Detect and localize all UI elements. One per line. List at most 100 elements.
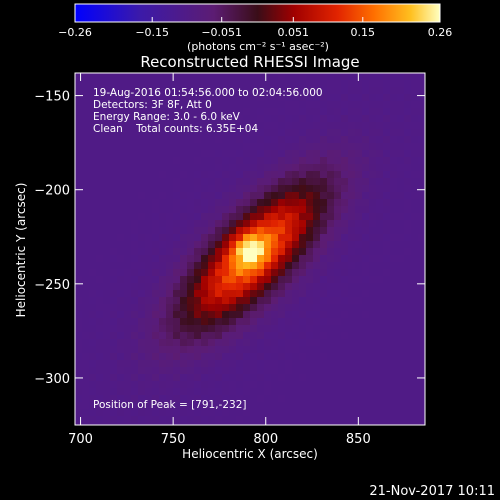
heatmap-cell: [229, 94, 237, 102]
heatmap-cell: [173, 115, 181, 123]
heatmap-cell: [159, 101, 167, 109]
heatmap-cell: [390, 290, 398, 298]
heatmap-cell: [194, 150, 202, 158]
heatmap-cell: [138, 262, 146, 270]
heatmap-cell: [222, 101, 230, 109]
heatmap-cell: [390, 248, 398, 256]
heatmap-cell: [173, 395, 181, 403]
heatmap-cell: [222, 262, 230, 270]
heatmap-cell: [194, 248, 202, 256]
heatmap-cell: [320, 150, 328, 158]
heatmap-cell: [362, 311, 370, 319]
heatmap-cell: [103, 108, 111, 116]
heatmap-cell: [404, 227, 412, 235]
heatmap-cell: [166, 332, 174, 340]
heatmap-cell: [152, 402, 160, 410]
heatmap-cell: [257, 220, 265, 228]
heatmap-cell: [278, 311, 286, 319]
heatmap-cell: [411, 157, 419, 165]
heatmap-cell: [383, 206, 391, 214]
heatmap-cell: [334, 108, 342, 116]
heatmap-cell: [222, 206, 230, 214]
heatmap-cell: [327, 360, 335, 368]
heatmap-cell: [243, 178, 251, 186]
heatmap-cell: [124, 220, 132, 228]
heatmap-cell: [376, 94, 384, 102]
heatmap-cell: [96, 395, 104, 403]
heatmap-cell: [278, 367, 286, 375]
heatmap-cell: [110, 416, 118, 424]
heatmap-cell: [173, 206, 181, 214]
heatmap-cell: [96, 199, 104, 207]
heatmap-cell: [362, 80, 370, 88]
heatmap-cell: [96, 115, 104, 123]
heatmap-cell: [110, 290, 118, 298]
heatmap-cell: [194, 129, 202, 137]
heatmap-cell: [173, 248, 181, 256]
heatmap-cell: [243, 402, 251, 410]
heatmap-cell: [131, 199, 139, 207]
heatmap-cell: [250, 136, 258, 144]
observation-annotations: 19-Aug-2016 01:54:56.000 to 02:04:56.000…: [93, 87, 323, 411]
heatmap-cell: [187, 122, 195, 130]
heatmap-cell: [82, 220, 90, 228]
heatmap-cell: [313, 192, 321, 200]
heatmap-cell: [278, 423, 286, 425]
heatmap-cell: [292, 388, 300, 396]
heatmap-cell: [250, 192, 258, 200]
heatmap-cell: [250, 262, 258, 270]
heatmap-cell: [397, 192, 405, 200]
heatmap-cell: [348, 409, 356, 417]
heatmap-cell: [187, 136, 195, 144]
heatmap-cell: [390, 262, 398, 270]
heatmap-cell: [334, 388, 342, 396]
heatmap-cell: [194, 94, 202, 102]
heatmap-cell: [145, 395, 153, 403]
heatmap-cell: [75, 339, 83, 347]
heatmap-cell: [285, 367, 293, 375]
heatmap-cell: [152, 101, 160, 109]
heatmap-cell: [75, 402, 83, 410]
heatmap-cell: [411, 332, 419, 340]
heatmap-cell: [299, 122, 307, 130]
heatmap-cell: [222, 115, 230, 123]
heatmap-cell: [194, 325, 202, 333]
heatmap-cell: [124, 325, 132, 333]
heatmap-cell: [96, 241, 104, 249]
heatmap-cell: [243, 395, 251, 403]
heatmap-cell: [348, 416, 356, 424]
heatmap-cell: [117, 395, 125, 403]
heatmap-cell: [173, 353, 181, 361]
heatmap-cell: [138, 192, 146, 200]
heatmap-cell: [145, 220, 153, 228]
heatmap-image: [75, 73, 425, 425]
heatmap-cell: [194, 108, 202, 116]
heatmap-cell: [264, 136, 272, 144]
heatmap-cell: [334, 381, 342, 389]
heatmap-cell: [285, 395, 293, 403]
heatmap-cell: [404, 101, 412, 109]
heatmap-cell: [180, 395, 188, 403]
heatmap-cell: [292, 311, 300, 319]
heatmap-cell: [411, 416, 419, 424]
heatmap-cell: [138, 150, 146, 158]
heatmap-cell: [110, 367, 118, 375]
heatmap-cell: [96, 290, 104, 298]
heatmap-cell: [159, 395, 167, 403]
heatmap-cell: [103, 353, 111, 361]
heatmap-cell: [89, 122, 97, 130]
heatmap-cell: [341, 178, 349, 186]
heatmap-cell: [131, 262, 139, 270]
heatmap-cell: [152, 269, 160, 277]
heatmap-cell: [82, 199, 90, 207]
heatmap-cell: [145, 136, 153, 144]
heatmap-cell: [250, 374, 258, 382]
heatmap-cell: [257, 227, 265, 235]
heatmap-cell: [152, 122, 160, 130]
heatmap-cell: [166, 423, 174, 425]
heatmap-cell: [257, 346, 265, 354]
heatmap-cell: [229, 395, 237, 403]
heatmap-cell: [418, 157, 425, 165]
heatmap-cell: [348, 143, 356, 151]
heatmap-cell: [152, 80, 160, 88]
